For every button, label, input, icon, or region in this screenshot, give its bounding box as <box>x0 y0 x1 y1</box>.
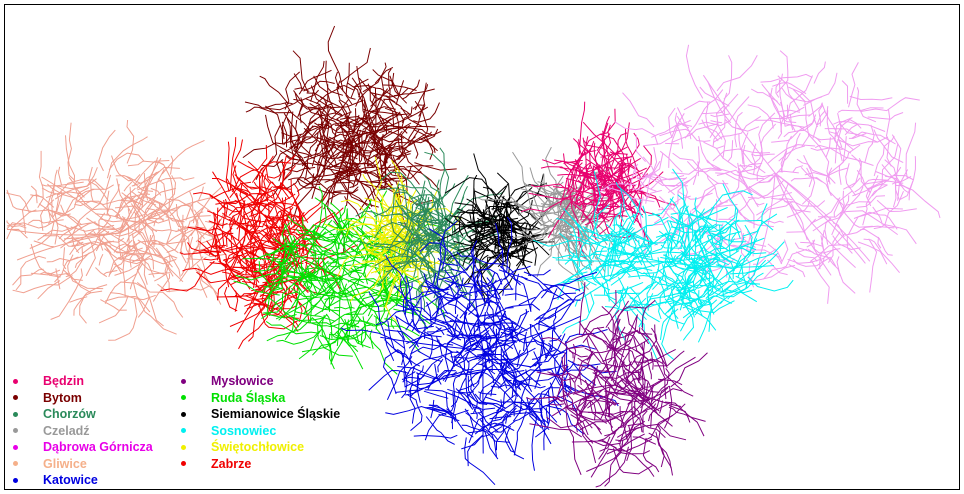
road-segments <box>6 25 941 488</box>
road-network-map <box>6 25 941 488</box>
legend-label: Czeladź <box>43 423 90 438</box>
legend-label: Mysłowice <box>211 374 274 388</box>
legend-dot <box>13 411 18 417</box>
legend-dot <box>181 411 186 417</box>
city-road-network <box>340 216 619 486</box>
legend-column-1: Będzin Bytom Chorzów Czeladź Dąbrowa Gór… <box>13 373 153 489</box>
legend-dot <box>13 461 18 467</box>
city-road-network <box>6 119 253 341</box>
legend-item-zabrze: Zabrze <box>181 456 340 473</box>
legend-dot <box>13 444 18 450</box>
legend-label: Świętochłowice <box>211 440 305 454</box>
legend-item-gliwice: Gliwice <box>13 456 153 473</box>
legend-dot <box>13 428 18 434</box>
legend-label: Katowice <box>43 473 98 487</box>
legend-item-ruda-slaska: Ruda Śląska <box>181 390 340 407</box>
legend-label: Będzin <box>43 374 84 388</box>
legend-dot <box>181 444 186 450</box>
legend-item-siemianowice-slaskie: Siemianowice Śląskie <box>181 406 340 423</box>
legend-item-czeladz: Czeladź <box>13 423 153 440</box>
legend-label: Bytom <box>43 390 82 405</box>
legend-dot <box>181 461 186 467</box>
legend-dot <box>181 428 186 434</box>
legend-dot <box>13 395 18 401</box>
city-road-network <box>520 101 676 259</box>
legend-label: Sosnowiec <box>211 423 277 438</box>
city-road-network <box>532 168 794 361</box>
legend-item-swietochlowice: Świętochłowice <box>181 439 340 456</box>
legend-item-bedzin: Będzin <box>13 373 153 390</box>
city-road-network <box>598 44 941 304</box>
legend-label: Gliwice <box>43 456 87 471</box>
legend-label: Siemianowice Śląskie <box>211 407 341 421</box>
legend-label: Dąbrowa Górnicza <box>43 440 153 454</box>
legend-item-chorzow: Chorzów <box>13 406 153 423</box>
city-road-network <box>526 282 708 488</box>
legend-dot <box>13 378 18 384</box>
legend-item-dabrowa-gornicza: Dąbrowa Górnicza <box>13 439 153 456</box>
legend-label: Zabrze <box>211 456 252 471</box>
legend-label: Chorzów <box>43 407 96 421</box>
legend-column-2: Mysłowice Ruda Śląska Siemianowice Śląsk… <box>181 373 340 472</box>
city-road-network <box>242 25 457 254</box>
map-frame: Będzin Bytom Chorzów Czeladź Dąbrowa Gór… <box>4 4 960 490</box>
legend-item-myslowice: Mysłowice <box>181 373 340 390</box>
legend-item-bytom: Bytom <box>13 390 153 407</box>
legend-dot <box>181 378 186 384</box>
legend-dot <box>181 395 186 401</box>
legend-label: Ruda Śląska <box>211 390 286 405</box>
legend-item-sosnowiec: Sosnowiec <box>181 423 340 440</box>
legend-item-katowice: Katowice <box>13 472 153 489</box>
legend-dot <box>13 477 18 483</box>
